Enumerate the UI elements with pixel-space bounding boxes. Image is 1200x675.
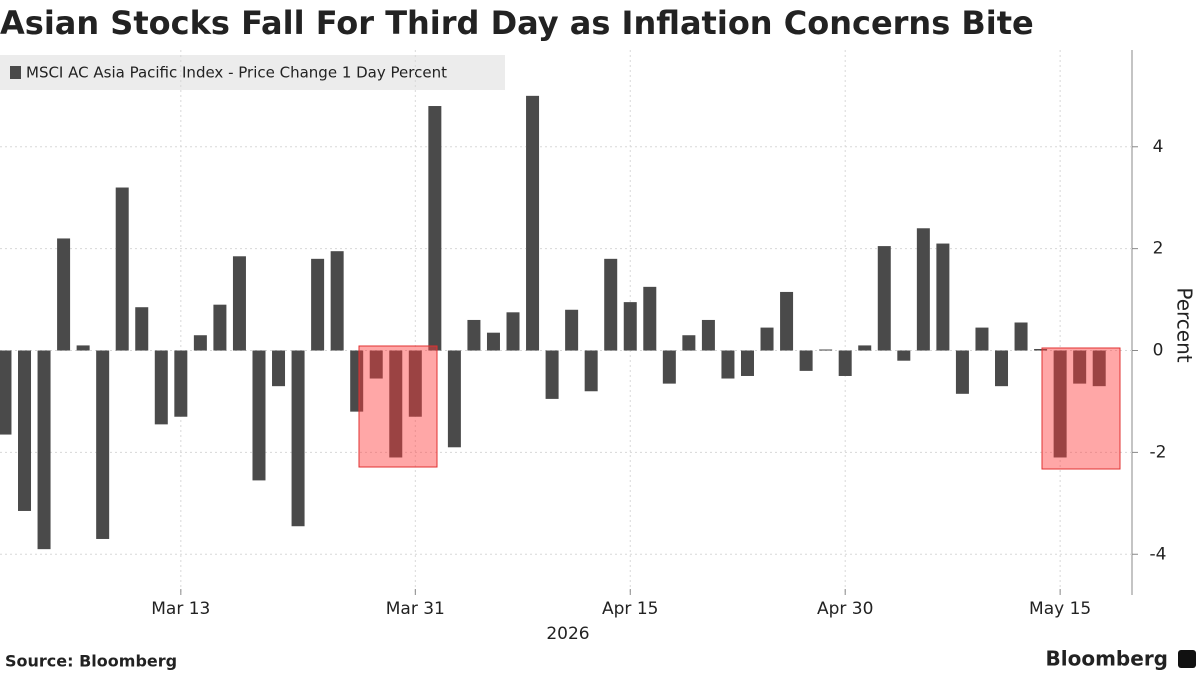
bar [252, 350, 266, 481]
bar [350, 350, 364, 412]
bar [272, 350, 286, 387]
bar [799, 350, 813, 371]
bar [975, 327, 989, 351]
bar [37, 350, 51, 550]
highlight-box [1041, 347, 1121, 470]
x-tick-label: Apr 15 [602, 599, 658, 619]
bar [604, 258, 618, 351]
bar [1014, 322, 1028, 351]
bar [780, 291, 794, 351]
y-tick-label: 0 [1153, 341, 1164, 361]
bar [623, 302, 637, 351]
y-tick-label: 2 [1153, 239, 1164, 259]
bar [916, 228, 930, 351]
bar [135, 307, 149, 351]
bar [447, 350, 461, 448]
bar [193, 335, 207, 351]
bar [369, 350, 383, 379]
x-tick-label: Mar 13 [151, 599, 210, 619]
bar [213, 304, 227, 351]
bar [232, 256, 246, 351]
bar [57, 238, 71, 351]
bar [643, 286, 657, 351]
brand-icon [1178, 650, 1196, 668]
bar [389, 350, 403, 458]
bar [1092, 350, 1106, 387]
bar [995, 350, 1009, 387]
brand: Bloomberg [1046, 647, 1168, 671]
bar [682, 335, 696, 351]
bar [0, 350, 12, 435]
bar [526, 95, 540, 351]
bar [936, 243, 950, 351]
x-tick-label: Apr 30 [817, 599, 873, 619]
bar [1034, 348, 1048, 351]
bar [897, 350, 911, 361]
x-axis-year: 2026 [546, 624, 589, 644]
bar [467, 319, 481, 351]
bar [819, 349, 833, 351]
bar [760, 327, 774, 351]
bar [311, 258, 325, 351]
y-tick-label: 4 [1153, 137, 1164, 157]
bar [545, 350, 559, 399]
y-axis-label: Percent [1173, 287, 1197, 362]
bar [506, 312, 520, 351]
y-tick-label: -2 [1150, 442, 1167, 462]
source: Source: Bloomberg [5, 652, 177, 671]
bar [955, 350, 969, 394]
highlight-box [358, 345, 438, 468]
legend-box [0, 55, 505, 90]
bar [877, 246, 891, 351]
bar [1053, 350, 1067, 458]
bar [291, 350, 305, 527]
bar [721, 350, 735, 379]
bar [115, 187, 129, 351]
bar [858, 345, 872, 351]
bar [330, 251, 344, 351]
bar [1073, 350, 1087, 384]
bar [740, 350, 754, 376]
legend-label: MSCI AC Asia Pacific Index - Price Chang… [26, 64, 447, 82]
y-tick-label: -4 [1150, 544, 1167, 564]
bar [838, 350, 852, 376]
bar [584, 350, 598, 392]
bar [76, 345, 90, 351]
bar [565, 309, 579, 351]
bar [662, 350, 676, 384]
bar [408, 350, 422, 417]
bar [701, 319, 715, 351]
legend-swatch [10, 66, 21, 79]
x-tick-label: Mar 31 [386, 599, 445, 619]
bar [428, 106, 442, 351]
chart-title: Asian Stocks Fall For Third Day as Infla… [0, 4, 1034, 42]
bar [174, 350, 188, 417]
bar [96, 350, 110, 539]
bar [486, 332, 500, 351]
bar [154, 350, 168, 425]
x-tick-label: May 15 [1029, 599, 1091, 619]
bar [18, 350, 32, 511]
